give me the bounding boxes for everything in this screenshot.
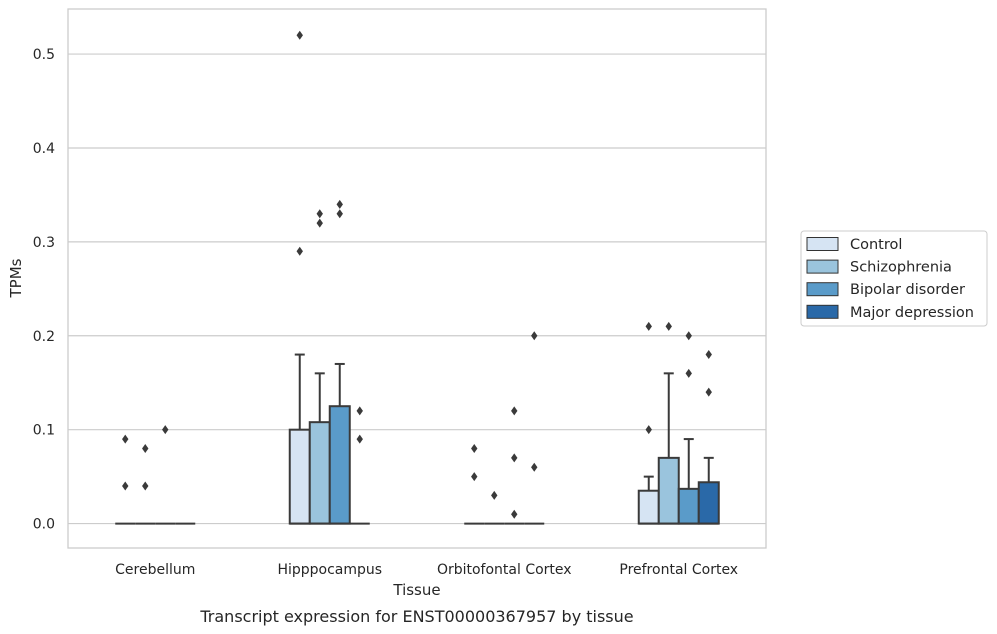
box xyxy=(677,331,700,525)
outlier-point xyxy=(162,425,169,435)
x-tick-label: Hipppocampus xyxy=(277,562,382,578)
outlier-point xyxy=(491,490,498,500)
outlier-point xyxy=(122,481,129,491)
x-tick-labels: Cerebellum Hipppocampus Orbitofontal Corte… xyxy=(115,562,738,578)
x-tick-label: Cerebellum xyxy=(115,562,195,578)
box xyxy=(328,199,351,525)
outlier-point xyxy=(531,462,538,472)
legend: Control Schizophrenia Bipolar disorder Majo… xyxy=(800,230,988,327)
outlier-point xyxy=(336,209,343,219)
box xyxy=(288,30,311,525)
outlier-point xyxy=(142,443,149,453)
y-axis-label: TPMs xyxy=(7,258,25,298)
x-tick-label: Prefrontal Cortex xyxy=(619,562,738,578)
y-tick-label: 0.3 xyxy=(33,235,55,251)
legend-label: Bipolar disorder xyxy=(850,282,965,298)
outlier-point xyxy=(645,321,652,331)
y-tick-label: 0.2 xyxy=(33,329,55,345)
box-body xyxy=(288,428,311,525)
box xyxy=(637,321,660,525)
legend-item: Control xyxy=(806,237,902,253)
box xyxy=(135,443,156,525)
gridlines xyxy=(68,53,766,525)
outlier-point xyxy=(471,443,478,453)
y-tick-labels: 0.0 0.1 0.2 0.3 0.4 0.5 xyxy=(33,47,55,533)
outlier-point xyxy=(316,209,323,219)
box-body xyxy=(677,487,700,525)
outlier-point xyxy=(645,425,652,435)
outlier-point xyxy=(296,246,303,256)
box-body xyxy=(637,489,660,525)
outlier-point xyxy=(471,472,478,482)
box-body xyxy=(328,405,351,525)
outlier-point xyxy=(356,406,363,416)
box xyxy=(464,443,485,525)
legend-swatch xyxy=(806,237,839,251)
legend-label: Schizophrenia xyxy=(850,260,952,276)
legend-swatch xyxy=(806,304,839,319)
legend-item: Bipolar disorder xyxy=(806,282,965,298)
box xyxy=(657,321,680,525)
chart-caption: Transcript expression for ENST0000036795… xyxy=(199,607,633,626)
box xyxy=(484,490,505,525)
box xyxy=(155,425,176,525)
legend-swatch xyxy=(806,259,839,274)
outlier-point xyxy=(531,331,538,341)
series-bipolar-disorder xyxy=(155,199,700,525)
outlier-point xyxy=(685,368,692,378)
outlier-point xyxy=(511,453,518,463)
box-body xyxy=(697,481,720,525)
outlier-point xyxy=(336,199,343,209)
box-body xyxy=(657,456,680,525)
box-series xyxy=(115,30,720,525)
outlier-point xyxy=(296,30,303,40)
series-control xyxy=(115,30,660,525)
x-tick-label: Orbitofontal Cortex xyxy=(437,562,572,578)
box xyxy=(697,350,720,525)
legend-frame xyxy=(800,230,988,327)
outlier-point xyxy=(142,481,149,491)
legend-label: Control xyxy=(850,237,902,253)
box xyxy=(504,406,525,525)
y-tick-label: 0.0 xyxy=(33,517,55,533)
y-tick-label: 0.1 xyxy=(33,423,55,439)
legend-item: Major depression xyxy=(806,304,974,321)
series-major-depression xyxy=(175,331,720,525)
y-tick-label: 0.5 xyxy=(33,47,55,63)
outlier-point xyxy=(511,406,518,416)
legend-label: Major depression xyxy=(850,305,974,321)
legend-swatch xyxy=(806,282,839,297)
x-axis-label: Tissue xyxy=(392,581,440,599)
box-body xyxy=(308,421,331,525)
box xyxy=(308,209,331,525)
box xyxy=(115,434,136,525)
box xyxy=(524,331,545,525)
outlier-point xyxy=(705,387,712,397)
outlier-point xyxy=(685,331,692,341)
outlier-point xyxy=(122,434,129,444)
outlier-point xyxy=(356,434,363,444)
outlier-point xyxy=(511,509,518,519)
y-tick-label: 0.4 xyxy=(33,141,55,157)
outlier-point xyxy=(316,218,323,228)
legend-item: Schizophrenia xyxy=(806,259,952,276)
series-schizophrenia xyxy=(135,209,680,525)
outlier-point xyxy=(665,321,672,331)
outlier-point xyxy=(705,350,712,360)
box xyxy=(349,406,370,525)
plot-frame xyxy=(67,8,767,549)
